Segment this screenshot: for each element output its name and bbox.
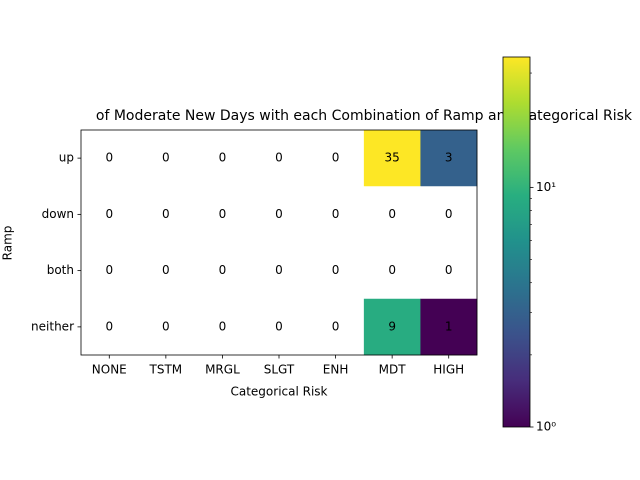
cell-label: 0: [219, 207, 227, 221]
x-tick-label: SLGT: [264, 363, 295, 377]
colorbar-tick-label: 10⁰: [536, 420, 556, 434]
colorbar-tick-label: 10¹: [536, 180, 556, 194]
cell-label: 0: [332, 263, 340, 277]
cell-label: 0: [275, 207, 283, 221]
cell-label: 0: [162, 319, 170, 333]
heatmap-cell: [194, 242, 252, 300]
heatmap-cell: [363, 130, 421, 187]
heatmap-cell: [250, 130, 308, 187]
heatmap-cell: [81, 130, 138, 187]
x-tick-label: NONE: [92, 363, 127, 377]
heatmap-cell: [420, 298, 478, 356]
x-tick-label: TSTM: [149, 363, 183, 377]
heatmap-cell: [420, 186, 478, 243]
y-tick-label: up: [59, 151, 74, 165]
heatmap-cell: [194, 186, 252, 243]
heatmap-cell: [137, 242, 195, 300]
heatmap-cell: [250, 242, 308, 300]
heatmap-cell: [307, 242, 365, 300]
cell-label: 0: [275, 263, 283, 277]
cell-label: 0: [219, 319, 227, 333]
cell-label: 0: [105, 207, 113, 221]
x-tick-label: MRGL: [205, 363, 240, 377]
cell-label: 0: [332, 207, 340, 221]
y-axis-label: Ramp: [1, 226, 15, 261]
cell-label: 0: [275, 319, 283, 333]
cell-label: 0: [162, 207, 170, 221]
heatmap-cell: [420, 242, 478, 300]
y-tick-label: down: [42, 207, 74, 221]
cell-label: 0: [162, 151, 170, 165]
heatmap-cell: [250, 298, 308, 356]
heatmap-cell: [137, 186, 195, 243]
heatmap-cell: [420, 130, 478, 187]
cell-label: 0: [162, 263, 170, 277]
heatmap-cell: [137, 130, 195, 187]
heatmap-cell: [307, 130, 365, 187]
chart-title: of Moderate New Days with each Combinati…: [96, 108, 633, 124]
cell-label: 0: [388, 207, 396, 221]
cell-label: 1: [445, 319, 453, 333]
x-tick-label: MDT: [379, 363, 407, 377]
heatmap-cell: [307, 186, 365, 243]
x-axis-label: Categorical Risk: [230, 385, 327, 399]
heatmap-cell: [137, 298, 195, 356]
heatmap-cell: [194, 298, 252, 356]
x-tick-label: ENH: [323, 363, 349, 377]
cell-label: 3: [445, 151, 453, 165]
y-tick-label: neither: [31, 319, 74, 333]
colorbar: [502, 56, 531, 428]
cell-label: 0: [105, 263, 113, 277]
cell-label: 0: [219, 151, 227, 165]
cell-label: 0: [332, 151, 340, 165]
cell-label: 0: [445, 263, 453, 277]
heatmap-cell: [81, 242, 138, 300]
cell-label: 0: [105, 319, 113, 333]
cell-label: 0: [275, 151, 283, 165]
cell-label: 9: [388, 319, 396, 333]
heatmap-cell: [363, 298, 421, 356]
cell-label: 0: [332, 319, 340, 333]
cell-label: 0: [445, 207, 453, 221]
heatmap-cell: [81, 186, 138, 243]
cell-label: 35: [385, 151, 400, 165]
cell-label: 0: [105, 151, 113, 165]
heatmap-cell: [363, 186, 421, 243]
cell-label: 0: [219, 263, 227, 277]
heatmap-cell: [307, 298, 365, 356]
heatmap-cell: [81, 298, 138, 356]
x-tick-label: HIGH: [433, 363, 464, 377]
heatmap-cell: [194, 130, 252, 187]
heatmap-cell: [363, 242, 421, 300]
heatmap-cell: [250, 186, 308, 243]
cell-label: 0: [388, 263, 396, 277]
y-tick-label: both: [47, 263, 74, 277]
